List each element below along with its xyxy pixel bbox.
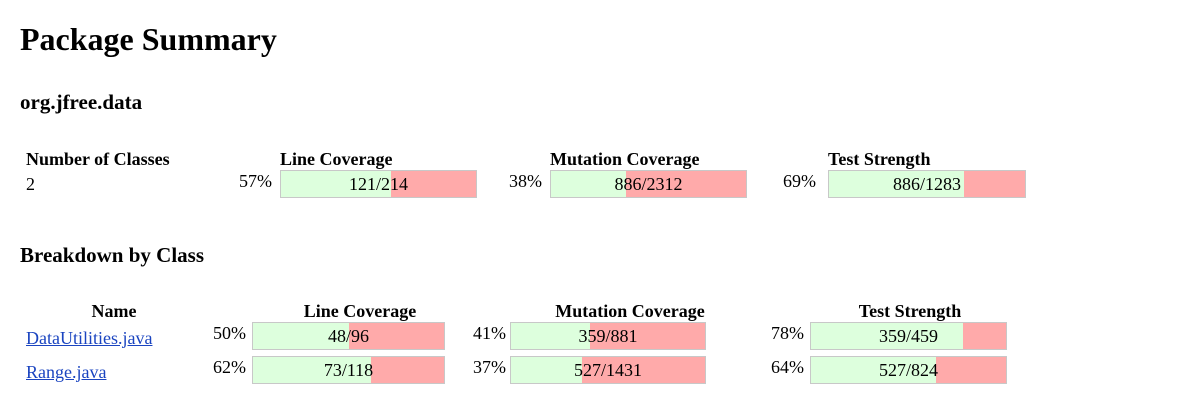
line-coverage-percent: 62% [213, 357, 246, 377]
mutation-coverage-label: 886/2312 [614, 174, 683, 194]
test-strength-percent: 78% [771, 323, 804, 343]
header-spacer [492, 148, 550, 170]
package-name-heading: org.jfree.data [20, 90, 143, 114]
package-summary-table: Number of Classes Line Coverage Mutation… [26, 148, 1028, 198]
header-line-coverage: Line Coverage [303, 301, 417, 321]
test-strength-percent: 64% [771, 357, 804, 377]
header-test-strength: Test Strength [858, 301, 962, 321]
header-test-strength: Test Strength [828, 149, 931, 169]
line-coverage-bar: 73/118 [252, 356, 445, 384]
test-strength-label: 359/459 [878, 326, 938, 346]
page-title: Package Summary [20, 21, 277, 57]
mutation-coverage-percent: 41% [473, 323, 506, 343]
mutation-coverage-bar: 886/2312 [550, 170, 747, 198]
line-coverage-bar: 48/96 [252, 322, 445, 350]
table-row: DataUtilities.java 50% 48/96 41% 359/881… [26, 322, 1010, 350]
mutation-coverage-bar-fill [511, 357, 583, 383]
mutation-coverage-label: 359/881 [578, 326, 638, 346]
line-coverage-bar-fill [281, 171, 392, 197]
line-coverage-bar-fill [253, 357, 372, 383]
class-link-range[interactable]: Range.java [26, 362, 107, 382]
line-coverage-label: 73/118 [323, 360, 374, 380]
test-strength-bar: 886/1283 [828, 170, 1026, 198]
header-name: Name [91, 301, 137, 321]
header-spacer [202, 300, 252, 322]
line-coverage-label: 121/214 [348, 174, 408, 194]
table-row: Range.java 62% 73/118 37% 527/1431 64% [26, 350, 1010, 384]
test-strength-bar: 527/824 [810, 356, 1007, 384]
header-mutation-coverage: Mutation Coverage [550, 149, 700, 169]
header-number-of-classes: Number of Classes [26, 149, 170, 169]
header-spacer [222, 148, 280, 170]
mutation-coverage-bar: 527/1431 [510, 356, 706, 384]
mutation-coverage-bar-fill [551, 171, 626, 197]
header-line-coverage: Line Coverage [280, 149, 393, 169]
mutation-coverage-percent: 37% [473, 357, 506, 377]
mutation-coverage-label: 527/1431 [573, 360, 642, 380]
header-spacer [468, 300, 510, 322]
mutation-coverage-bar: 359/881 [510, 322, 706, 350]
breakdown-heading: Breakdown by Class [20, 243, 204, 267]
mutation-coverage-percent: 38% [509, 171, 542, 191]
line-coverage-label: 48/96 [327, 326, 369, 346]
line-coverage-bar: 121/214 [280, 170, 477, 198]
test-strength-bar-fill [829, 171, 965, 197]
test-strength-label: 527/824 [878, 360, 938, 380]
header-mutation-coverage: Mutation Coverage [555, 301, 705, 321]
breakdown-table: Name Line Coverage Mutation Coverage Tes… [26, 300, 1010, 384]
line-coverage-percent: 57% [239, 171, 272, 191]
number-of-classes-value: 2 [26, 174, 35, 194]
test-strength-bar: 359/459 [810, 322, 1007, 350]
test-strength-percent: 69% [783, 171, 816, 191]
test-strength-bar-fill [811, 357, 936, 383]
line-coverage-percent: 50% [213, 323, 246, 343]
summary-header-row: Number of Classes Line Coverage Mutation… [26, 148, 1028, 170]
line-coverage-bar-fill [253, 323, 349, 349]
header-spacer [750, 300, 810, 322]
header-spacer [760, 148, 828, 170]
mutation-coverage-bar-fill [511, 323, 590, 349]
test-strength-bar-fill [811, 323, 964, 349]
breakdown-header-row: Name Line Coverage Mutation Coverage Tes… [26, 300, 1010, 322]
test-strength-label: 886/1283 [892, 174, 961, 194]
class-link-datautilities[interactable]: DataUtilities.java [26, 328, 153, 348]
summary-data-row: 2 57% 121/214 38% 886/2312 69% 886/1283 [26, 170, 1028, 198]
